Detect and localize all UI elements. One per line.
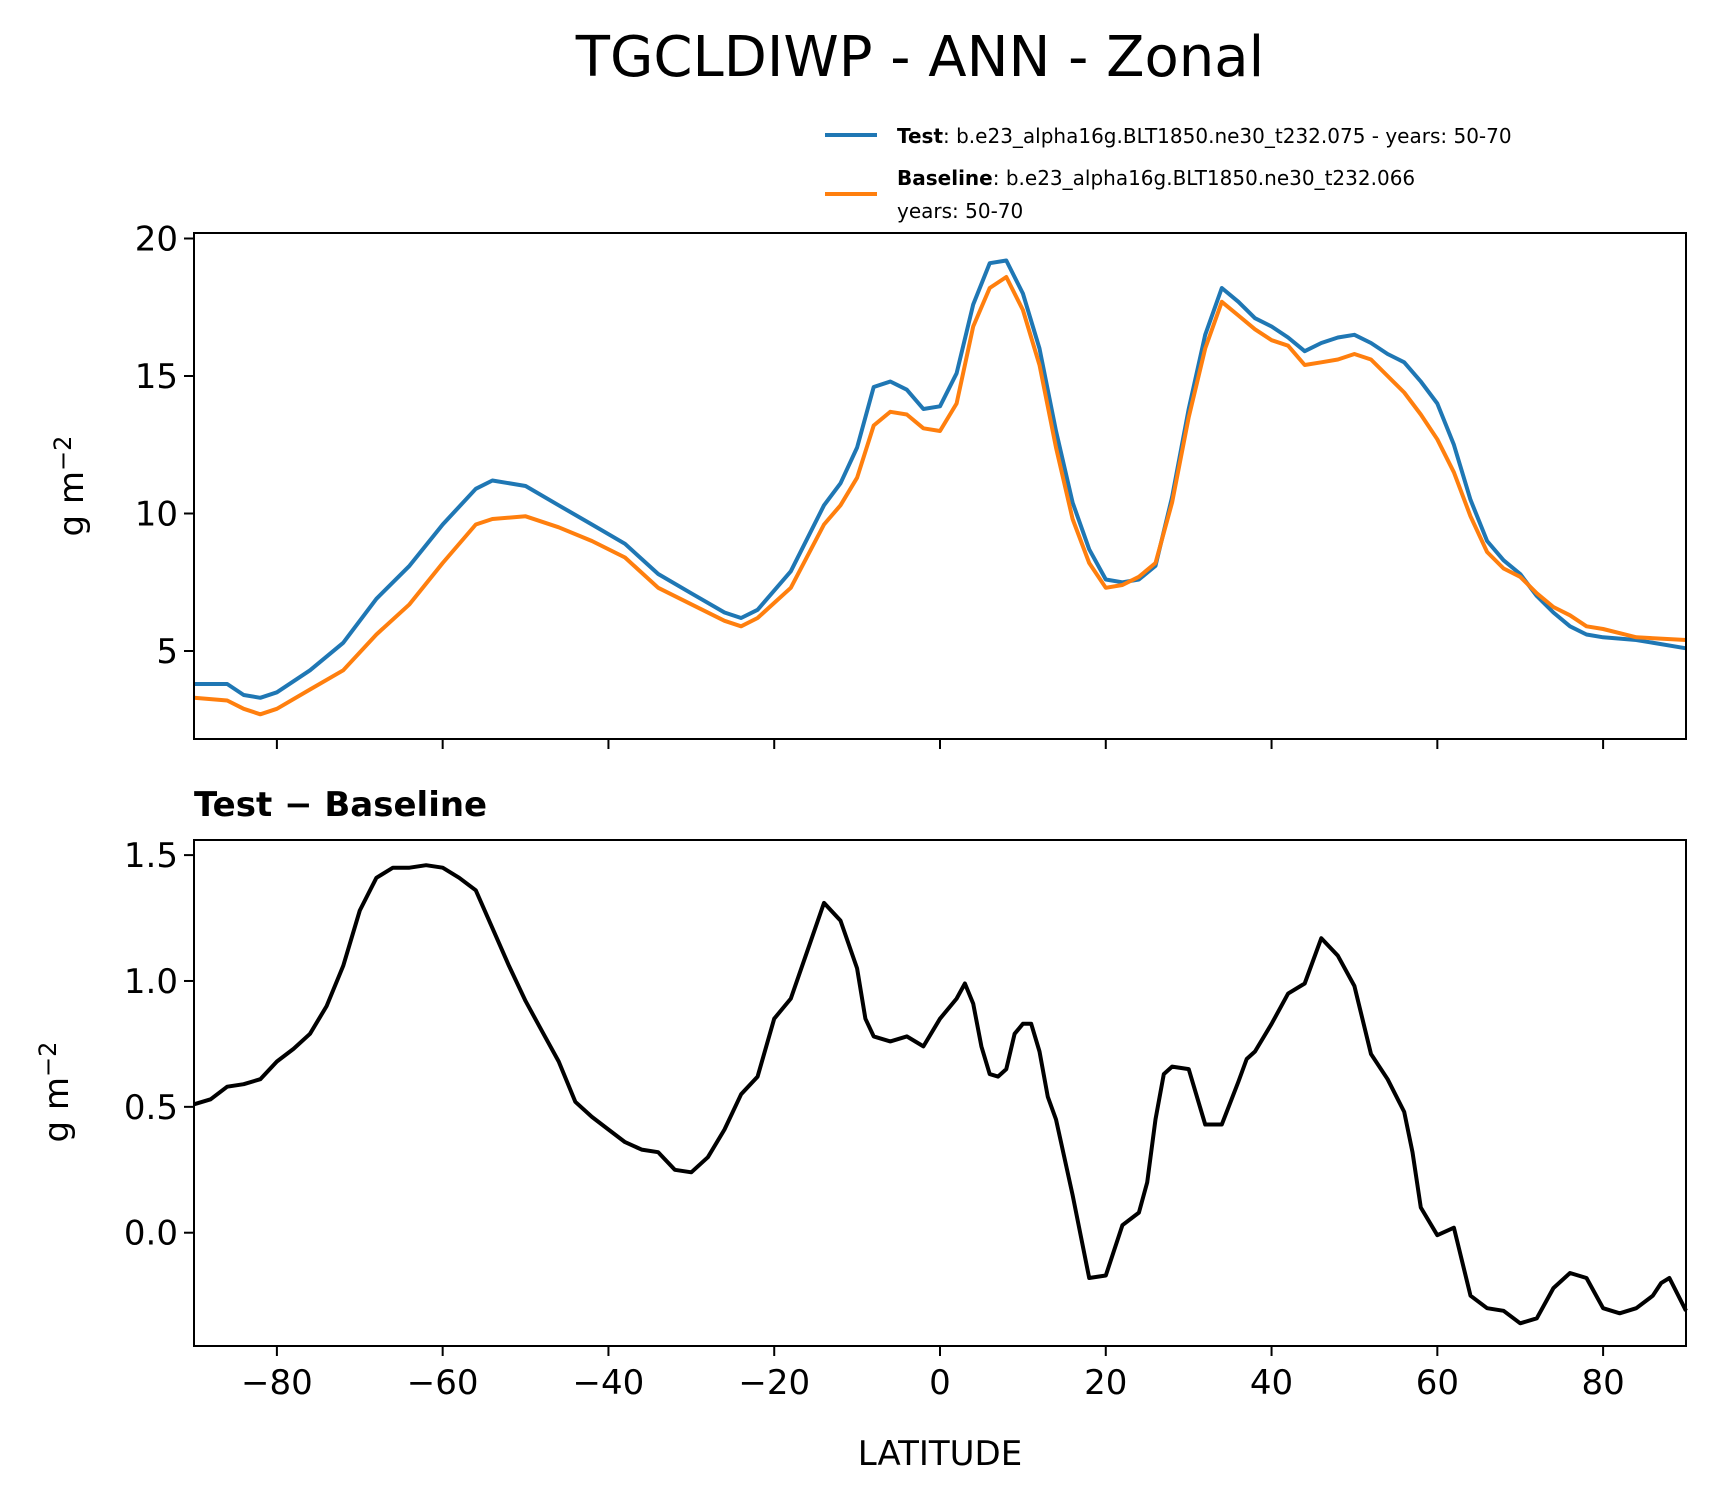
legend-text-test: : b.e23_alpha16g.BLT1850.ne30_t232.075 -… bbox=[943, 124, 1512, 148]
series-line-baseline bbox=[193, 275, 1687, 717]
x-tick-label: −40 bbox=[573, 1363, 645, 1403]
x-tick-label: −60 bbox=[407, 1363, 479, 1403]
figure-title: TGCLDIWP - ANN - Zonal bbox=[575, 25, 1264, 90]
bottom-y-axis-label: g m−2 bbox=[34, 1042, 77, 1143]
bottom-axes-frame bbox=[193, 839, 1687, 1347]
top-series bbox=[193, 258, 1687, 717]
x-tick-label: 80 bbox=[1581, 1363, 1624, 1403]
x-tick-label: 40 bbox=[1250, 1363, 1293, 1403]
top-panel: 5 10 15 20 g m−2 bbox=[49, 220, 1687, 749]
y-tick-label: 10 bbox=[135, 495, 178, 535]
y-tick-label: 20 bbox=[135, 220, 178, 260]
x-tick-label: 60 bbox=[1416, 1363, 1459, 1403]
top-y-ticks: 5 10 15 20 bbox=[135, 220, 194, 672]
y-tick-label: 5 bbox=[156, 632, 178, 672]
y-tick-label: 0.0 bbox=[124, 1214, 178, 1254]
y-tick-label: 0.5 bbox=[124, 1088, 178, 1128]
x-tick-label: 20 bbox=[1084, 1363, 1127, 1403]
legend-label-baseline: Baseline bbox=[897, 166, 993, 190]
bottom-panel: Test − Baseline 0.0 0.5 1.0 1.5 −80 −60 −40 −2… bbox=[34, 785, 1688, 1474]
top-axes-frame bbox=[193, 232, 1687, 740]
bottom-x-ticks: −80 −60 −40 −20 0 20 40 60 80 bbox=[241, 1346, 1625, 1403]
y-tick-label: 1.5 bbox=[124, 836, 178, 876]
x-axis-label: LATITUDE bbox=[858, 1434, 1022, 1474]
series-line-test-baseline bbox=[193, 863, 1688, 1326]
legend: Test: b.e23_alpha16g.BLT1850.ne30_t232.0… bbox=[825, 124, 1512, 223]
legend-entry-test: Test: b.e23_alpha16g.BLT1850.ne30_t232.0… bbox=[897, 124, 1512, 148]
x-tick-label: −20 bbox=[738, 1363, 810, 1403]
y-tick-label: 15 bbox=[135, 357, 178, 397]
legend-text-baseline-years: years: 50-70 bbox=[897, 199, 1023, 223]
top-x-ticks bbox=[275, 739, 1605, 749]
y-tick-label: 1.0 bbox=[124, 962, 178, 1002]
legend-entry-baseline: Baseline: b.e23_alpha16g.BLT1850.ne30_t2… bbox=[897, 166, 1415, 190]
bottom-series bbox=[193, 863, 1688, 1326]
legend-text-baseline: : b.e23_alpha16g.BLT1850.ne30_t232.066 bbox=[993, 166, 1415, 190]
x-tick-label: 0 bbox=[929, 1363, 951, 1403]
bottom-panel-title: Test − Baseline bbox=[194, 785, 487, 825]
legend-label-test: Test bbox=[897, 124, 943, 148]
series-line-test bbox=[194, 258, 1687, 700]
x-tick-label: −80 bbox=[241, 1363, 313, 1403]
top-y-axis-label: g m−2 bbox=[49, 436, 92, 537]
bottom-y-ticks: 0.0 0.5 1.0 1.5 bbox=[124, 836, 194, 1254]
